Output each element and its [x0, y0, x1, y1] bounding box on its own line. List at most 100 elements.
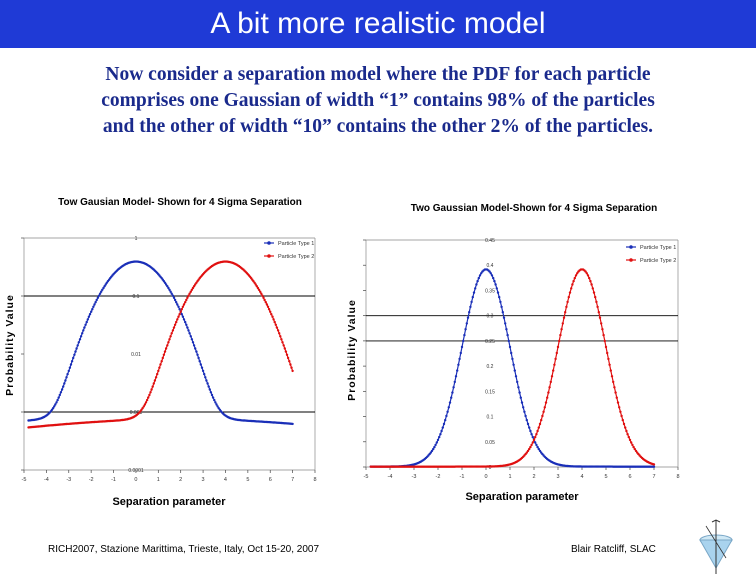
data-point	[261, 294, 264, 297]
data-point	[589, 279, 592, 283]
data-point	[83, 326, 86, 329]
slide-title: A bit more realistic model	[210, 7, 546, 40]
y-tick-label: 0.25	[485, 339, 495, 345]
data-point	[565, 305, 568, 309]
data-point	[536, 429, 539, 433]
y-tick-label: 0.35	[485, 288, 495, 294]
x-tick-label: 2	[532, 474, 535, 480]
data-point	[172, 296, 176, 299]
data-point	[211, 396, 215, 399]
data-point	[506, 333, 509, 337]
data-point	[570, 287, 573, 290]
data-point	[167, 286, 170, 290]
body-line: and the other of width “10” contains the…	[102, 116, 654, 137]
data-point	[53, 405, 56, 408]
data-point	[180, 308, 183, 311]
data-point	[512, 363, 515, 366]
data-point	[177, 305, 180, 308]
data-point	[624, 426, 627, 429]
data-point	[607, 357, 610, 361]
data-point	[625, 429, 628, 433]
title-bar	[0, 0, 756, 48]
data-point	[92, 305, 95, 308]
data-point	[264, 301, 267, 304]
data-point	[56, 398, 59, 402]
data-point	[291, 369, 294, 373]
data-point	[173, 323, 177, 326]
x-tick-label: 6	[628, 474, 631, 480]
plot-area: 10.10.010.0010.0001-5-4-3-2-1012345678Pa…	[21, 236, 317, 483]
data-point	[532, 438, 536, 442]
data-point	[531, 441, 534, 444]
data-point	[510, 351, 513, 355]
data-point	[537, 426, 540, 429]
data-point	[291, 422, 294, 426]
x-axis-label: Separation parameter	[112, 496, 226, 508]
data-point	[289, 363, 292, 366]
data-point	[462, 339, 465, 343]
data-point	[102, 286, 105, 290]
data-point	[632, 445, 635, 449]
data-point	[571, 283, 574, 286]
data-point	[186, 326, 189, 329]
data-point	[273, 320, 276, 324]
x-tick-label: -5	[22, 477, 27, 483]
data-point	[554, 357, 557, 361]
data-point	[198, 360, 201, 363]
data-point	[442, 422, 446, 426]
data-point	[187, 329, 190, 332]
data-point	[184, 320, 187, 324]
data-point	[592, 291, 596, 294]
data-point	[254, 283, 257, 286]
data-point	[190, 338, 194, 341]
data-point	[290, 366, 293, 369]
data-point	[496, 291, 500, 294]
data-point	[556, 345, 560, 349]
data-point	[205, 379, 208, 382]
data-point	[209, 391, 213, 394]
data-point	[504, 322, 507, 325]
x-tick-label: 0	[134, 477, 137, 483]
data-point	[474, 287, 477, 290]
data-point	[598, 316, 602, 319]
data-point	[562, 316, 566, 319]
data-point	[163, 350, 167, 353]
data-point	[620, 414, 623, 418]
data-point	[475, 283, 478, 286]
data-point	[494, 283, 497, 286]
x-tick-label: 4	[224, 477, 227, 483]
data-point	[171, 329, 175, 332]
data-point	[145, 398, 149, 402]
data-point	[453, 380, 456, 384]
data-point	[90, 310, 93, 313]
data-point	[147, 396, 150, 399]
data-point	[526, 422, 530, 426]
data-point	[170, 332, 173, 335]
data-point	[584, 270, 587, 273]
data-point	[60, 388, 64, 391]
data-point	[500, 305, 503, 309]
legend-label: Particle Type 1	[278, 241, 314, 247]
data-point	[176, 318, 179, 321]
data-point	[478, 274, 482, 277]
data-point	[603, 339, 606, 343]
data-point	[285, 353, 289, 356]
data-point	[55, 401, 58, 404]
data-point	[188, 292, 191, 295]
data-point	[613, 386, 616, 389]
legend-marker	[629, 258, 633, 262]
data-point	[178, 313, 181, 316]
data-point	[208, 388, 211, 391]
data-point	[454, 375, 458, 378]
data-point	[526, 449, 530, 453]
x-tick-label: 0	[484, 474, 487, 480]
data-point	[542, 410, 545, 413]
data-point	[181, 315, 185, 318]
data-point	[501, 311, 504, 314]
data-point	[190, 288, 194, 291]
data-point	[272, 318, 275, 321]
data-point	[528, 426, 531, 429]
data-point	[480, 272, 483, 275]
data-point	[101, 288, 104, 291]
data-point	[100, 290, 103, 293]
